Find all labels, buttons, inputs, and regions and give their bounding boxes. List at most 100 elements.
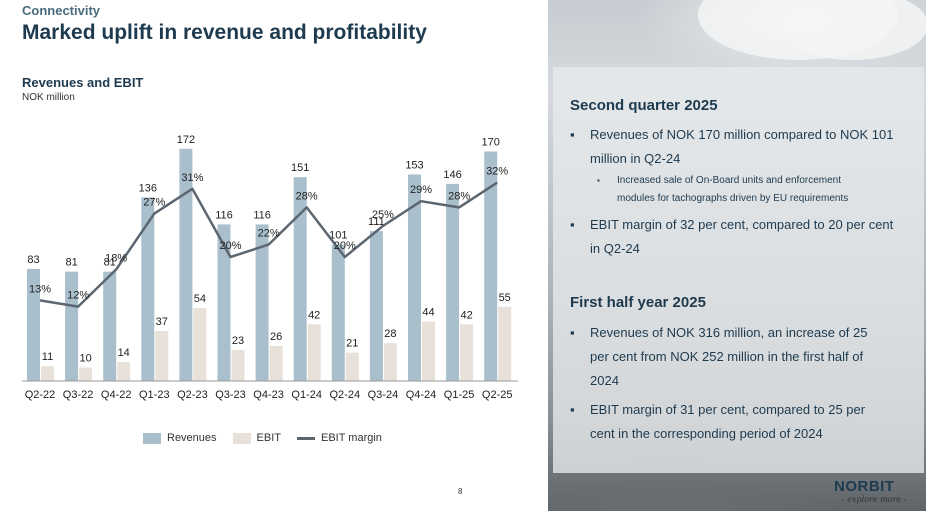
data-label-margin: 20% bbox=[219, 240, 241, 252]
data-label-ebit: 54 bbox=[194, 293, 206, 305]
x-tick-label: Q4-22 bbox=[101, 389, 132, 401]
data-label-margin: 20% bbox=[334, 240, 356, 252]
chart-legend: Revenues EBIT EBIT margin bbox=[143, 432, 398, 444]
data-label-ebit: 26 bbox=[270, 331, 282, 343]
bar-revenue bbox=[65, 271, 79, 381]
legend-revenues: Revenues bbox=[143, 432, 217, 444]
text-panel bbox=[553, 67, 924, 473]
data-label-revenue: 151 bbox=[291, 162, 309, 174]
data-label-ebit: 28 bbox=[384, 328, 396, 340]
legend-margin-line bbox=[297, 436, 315, 440]
x-tick-label: Q4-24 bbox=[406, 389, 437, 401]
section-label: Connectivity bbox=[22, 3, 101, 18]
data-label-ebit: 37 bbox=[156, 316, 168, 328]
h1-bullet-margin-line1: EBIT margin of 31 per cent, compared to … bbox=[590, 402, 866, 417]
norbit-logo: NORBIT bbox=[834, 478, 895, 495]
data-label-margin: 28% bbox=[448, 190, 470, 202]
bar-ebit bbox=[231, 349, 245, 381]
q2-bullet-margin-line1: EBIT margin of 32 per cent, compared to … bbox=[590, 217, 894, 232]
h1-bullet-revenue-line1: Revenues of NOK 316 million, an increase… bbox=[590, 325, 868, 340]
q2-bullet-margin: ▪ EBIT margin of 32 per cent, compared t… bbox=[570, 213, 893, 261]
logo-tagline: - explore more - bbox=[842, 495, 907, 504]
h1-bullet-margin: ▪ EBIT margin of 31 per cent, compared t… bbox=[570, 398, 865, 446]
h1-heading: First half year 2025 bbox=[570, 294, 706, 311]
x-tick-label: Q1-25 bbox=[444, 389, 475, 401]
data-label-revenue: 101 bbox=[329, 230, 347, 242]
bar-ebit bbox=[79, 367, 93, 381]
bar-revenue bbox=[255, 224, 269, 381]
x-tick-label: Q1-23 bbox=[139, 389, 170, 401]
q2-subbullet-line2: modules for tachographs driven by EU req… bbox=[617, 193, 849, 204]
q2-subbullet-line1: Increased sale of On-Board units and enf… bbox=[617, 175, 842, 186]
data-label-ebit: 10 bbox=[79, 353, 91, 365]
data-label-revenue: 81 bbox=[104, 257, 116, 269]
x-tick-label: Q2-22 bbox=[25, 389, 56, 401]
data-label-ebit: 55 bbox=[499, 292, 511, 304]
data-label-margin: 28% bbox=[296, 190, 318, 202]
data-label-ebit: 21 bbox=[346, 338, 358, 350]
line-ebit-margin bbox=[39, 181, 498, 308]
x-tick-label: Q4-23 bbox=[253, 389, 284, 401]
x-tick-label: Q3-23 bbox=[215, 389, 246, 401]
legend-ebit-label: EBIT bbox=[256, 432, 281, 444]
h1-bullet-revenue-line2: per cent from NOK 252 million in the fir… bbox=[590, 349, 864, 364]
bar-ebit bbox=[422, 321, 435, 381]
bar-ebit bbox=[460, 324, 474, 381]
data-label-ebit: 14 bbox=[118, 347, 130, 359]
data-label-revenue: 172 bbox=[177, 134, 195, 146]
data-label-margin: 12% bbox=[67, 290, 89, 302]
bar-revenue bbox=[103, 271, 117, 381]
data-label-revenue: 153 bbox=[405, 159, 423, 171]
bullet-icon: ▪ bbox=[570, 325, 575, 340]
data-label-revenue: 111 bbox=[368, 216, 385, 228]
bar-ebit bbox=[193, 308, 207, 381]
h1-bullet-revenue: ▪ Revenues of NOK 316 million, an increa… bbox=[570, 321, 868, 393]
legend-margin: EBIT margin bbox=[297, 432, 382, 444]
bar-ebit bbox=[307, 324, 321, 381]
sub-bullet-icon: ▪ bbox=[597, 176, 600, 185]
q2-bullet-revenue-line1: Revenues of NOK 170 million compared to … bbox=[590, 127, 894, 142]
bullet-icon: ▪ bbox=[570, 127, 575, 142]
x-tick-label: Q2-24 bbox=[330, 389, 361, 401]
data-label-ebit: 11 bbox=[42, 351, 53, 363]
bar-ebit bbox=[345, 352, 359, 381]
x-tick-label: Q2-25 bbox=[482, 389, 513, 401]
revenue-ebit-chart: 83 11 Q2-22 81 10 Q3-22 81 14 Q4-22 136 37 Q1-23 172… bbox=[22, 134, 518, 401]
chart-title: Revenues and EBIT bbox=[22, 75, 144, 90]
data-label-margin: 22% bbox=[258, 228, 280, 240]
bar-revenue bbox=[446, 183, 460, 381]
legend-margin-label: EBIT margin bbox=[321, 432, 382, 444]
q2-heading: Second quarter 2025 bbox=[570, 97, 718, 114]
data-label-margin: 32% bbox=[486, 166, 508, 178]
data-label-revenue: 116 bbox=[215, 209, 233, 221]
data-label-revenue: 83 bbox=[27, 254, 39, 266]
data-label-margin: 29% bbox=[410, 184, 432, 196]
data-label-margin: 31% bbox=[181, 172, 203, 184]
bar-revenue bbox=[369, 231, 383, 381]
q2-bullet-margin-line2: in Q2-24 bbox=[590, 241, 640, 256]
bar-revenue bbox=[27, 268, 40, 381]
page-number: 8 bbox=[458, 487, 463, 496]
bullet-icon: ▪ bbox=[570, 402, 575, 417]
h1-bullet-revenue-line3: 2024 bbox=[590, 373, 619, 388]
bar-revenue bbox=[293, 177, 307, 381]
bar-revenue bbox=[179, 148, 193, 381]
x-tick-label: Q3-24 bbox=[368, 389, 399, 401]
x-tick-label: Q2-23 bbox=[177, 389, 208, 401]
data-label-ebit: 23 bbox=[232, 335, 244, 347]
bar-revenue bbox=[484, 151, 498, 381]
x-tick-label: Q3-22 bbox=[63, 389, 94, 401]
legend-revenues-swatch bbox=[143, 432, 161, 444]
bar-revenue bbox=[217, 224, 231, 381]
data-label-margin: 25% bbox=[372, 209, 394, 221]
cloud-shape bbox=[778, 0, 926, 60]
bar-ebit bbox=[155, 331, 169, 381]
data-label-ebit: 44 bbox=[422, 307, 434, 319]
bullet-icon: ▪ bbox=[570, 217, 575, 232]
data-label-revenue: 116 bbox=[253, 209, 271, 221]
bar-revenue bbox=[331, 244, 345, 381]
bar-ebit bbox=[498, 306, 512, 381]
q2-subbullet: ▪ Increased sale of On-Board units and e… bbox=[597, 172, 848, 208]
bar-ebit bbox=[41, 366, 54, 381]
q2-bullet-revenue-line2: million in Q2-24 bbox=[590, 151, 681, 166]
